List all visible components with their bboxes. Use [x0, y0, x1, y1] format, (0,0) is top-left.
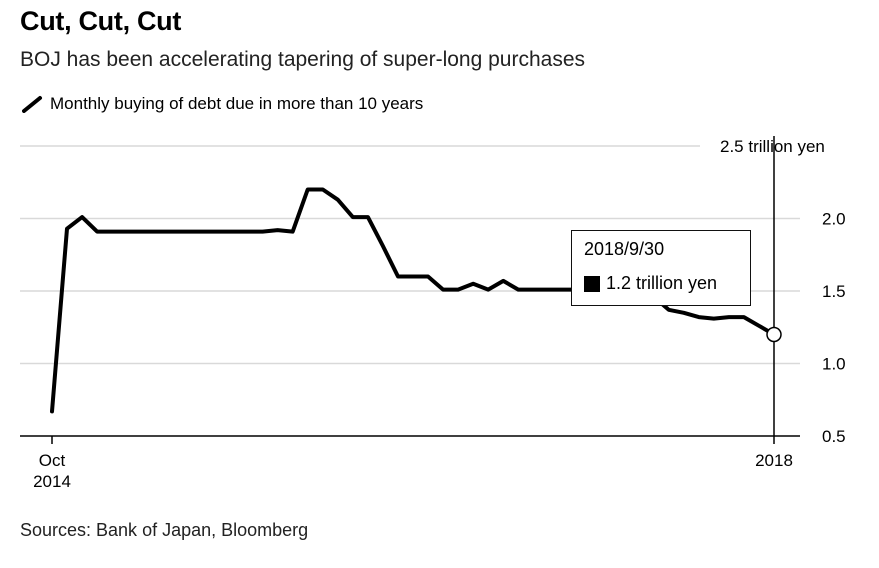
tooltip-value-row: 1.2 trillion yen [584, 273, 717, 294]
x-tick-label: 2018 [755, 451, 793, 470]
hover-tooltip: 2018/9/30 1.2 trillion yen [571, 230, 751, 306]
y-axis-unit-label: 2.5 trillion yen [720, 137, 825, 156]
tooltip-swatch-icon [584, 275, 600, 292]
tooltip-date: 2018/9/30 [584, 239, 665, 259]
highlight-point [766, 326, 782, 343]
y-tick-label: 0.5 [822, 427, 846, 446]
y-tick-label: 2.0 [822, 210, 846, 229]
x-tick-label-year: 2014 [33, 472, 71, 491]
y-tick-label: 1.0 [822, 355, 846, 374]
tooltip-value: 1.2 trillion yen [606, 273, 718, 293]
chart-title: Cut, Cut, Cut [20, 6, 182, 36]
x-tick-label: Oct [39, 451, 66, 470]
source-note: Sources: Bank of Japan, Bloomberg [20, 520, 309, 540]
legend-label: Monthly buying of debt due in more than … [50, 94, 424, 113]
y-tick-label: 1.5 [822, 282, 846, 301]
chart-subtitle: BOJ has been accelerating tapering of su… [20, 48, 586, 71]
chart-legend: Monthly buying of debt due in more than … [22, 94, 423, 114]
legend-line-icon [22, 96, 42, 113]
